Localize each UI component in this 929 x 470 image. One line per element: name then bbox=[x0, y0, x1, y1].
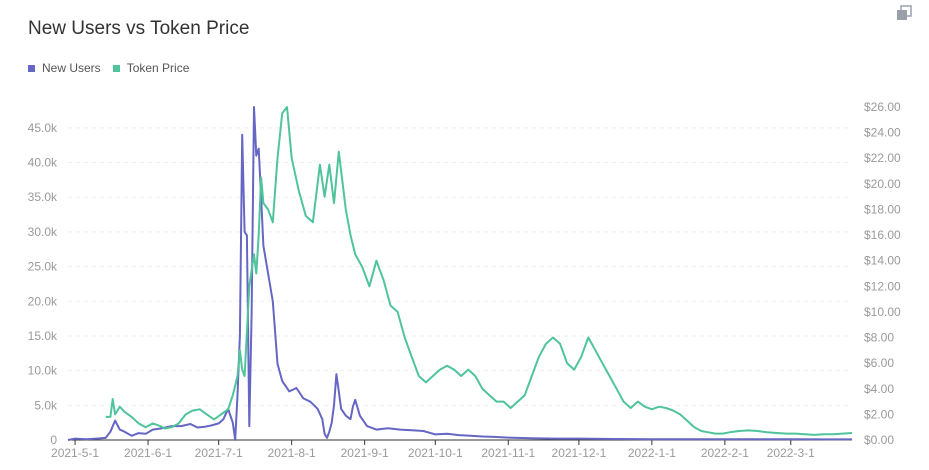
x-tick-label: 2022-1-1 bbox=[628, 446, 676, 460]
y-left-tick-label: 40.0k bbox=[28, 156, 58, 170]
series-line-token-price[interactable] bbox=[105, 106, 853, 436]
y-right-tick-label: $2.00 bbox=[864, 407, 894, 421]
x-tick-label: 2022-2-1 bbox=[701, 446, 749, 460]
legend-label-token-price: Token Price bbox=[126, 61, 190, 75]
y-left-tick-label: 45.0k bbox=[28, 121, 58, 135]
y-right-tick-label: $20.00 bbox=[864, 177, 901, 191]
x-tick-label: 2021-9-1 bbox=[341, 446, 389, 460]
y-right-tick-label: $14.00 bbox=[864, 254, 901, 268]
legend: New Users Token Price bbox=[28, 61, 189, 75]
x-tick-label: 2021-5-1 bbox=[51, 446, 99, 460]
y-left-tick-label: 30.0k bbox=[28, 225, 58, 239]
y-right-tick-label: $24.00 bbox=[864, 126, 901, 140]
copy-icon[interactable] bbox=[896, 5, 912, 21]
legend-label-new-users: New Users bbox=[42, 61, 101, 75]
x-tick-label: 2021-11-1 bbox=[481, 446, 535, 460]
y-left-tick-label: 10.0k bbox=[28, 364, 58, 378]
chart-title: New Users vs Token Price bbox=[28, 18, 250, 39]
series-line-new-users[interactable] bbox=[67, 106, 852, 441]
x-tick-label: 2021-7-1 bbox=[195, 446, 243, 460]
y-left-tick-label: 15.0k bbox=[28, 329, 58, 343]
y-left-tick-label: 5.0k bbox=[34, 398, 58, 412]
y-right-tick-label: $8.00 bbox=[864, 331, 894, 345]
y-right-tick-label: $6.00 bbox=[864, 356, 894, 370]
legend-item-token-price[interactable]: Token Price bbox=[112, 61, 190, 75]
y-left-tick-label: 25.0k bbox=[28, 260, 58, 274]
y-right-tick-label: $10.00 bbox=[864, 305, 901, 319]
y-left-tick-label: 35.0k bbox=[28, 190, 58, 204]
x-tick-label: 2022-3-1 bbox=[767, 446, 815, 460]
y-right-tick-label: $16.00 bbox=[864, 228, 901, 242]
y-right-tick-label: $0.00 bbox=[864, 433, 894, 447]
y-right-tick-label: $22.00 bbox=[864, 151, 901, 165]
y-right-tick-label: $26.00 bbox=[864, 100, 901, 114]
legend-item-new-users[interactable]: New Users bbox=[28, 61, 101, 75]
y-left-tick-label: 0 bbox=[50, 433, 57, 447]
y-right-tick-label: $18.00 bbox=[864, 202, 901, 216]
y-right-tick-label: $4.00 bbox=[864, 382, 894, 396]
x-tick-label: 2021-6-1 bbox=[124, 446, 172, 460]
x-tick-label: 2021-10-1 bbox=[408, 446, 463, 460]
legend-swatch-token-price bbox=[112, 64, 120, 72]
y-left-tick-label: 20.0k bbox=[28, 294, 58, 308]
legend-swatch-new-users bbox=[28, 64, 35, 72]
x-tick-label: 2021-12-1 bbox=[552, 446, 607, 460]
y-right-tick-label: $12.00 bbox=[864, 279, 901, 293]
x-tick-label: 2021-8-1 bbox=[268, 446, 316, 460]
